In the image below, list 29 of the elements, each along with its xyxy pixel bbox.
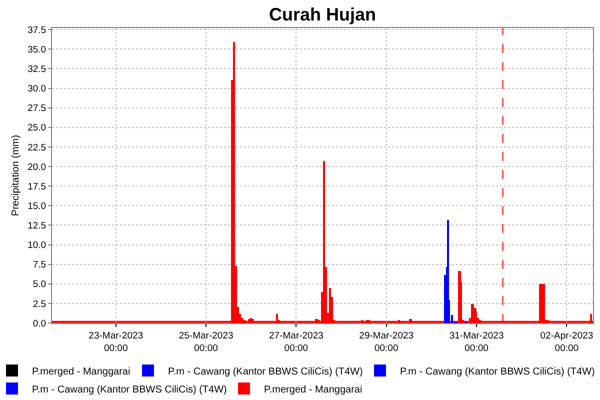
y-tick-label: 32.5 — [28, 64, 46, 76]
y-axis-title: Precipitation (mm) — [10, 134, 22, 216]
y-tick-label: 20.0 — [28, 162, 46, 173]
y-tick-label: 2.5 — [32, 298, 46, 310]
x-tick-label: 02-Apr-2023 00:00 — [540, 330, 594, 354]
y-tick-label: 15.0 — [28, 200, 46, 212]
x-tick-label: 27-Mar-2023 00:00 — [269, 330, 324, 354]
y-tick-label: 12.5 — [28, 220, 46, 232]
y-tick-label: 17.5 — [28, 181, 46, 192]
y-tick-label: 10.0 — [28, 240, 46, 252]
y-tick-label: 27.5 — [28, 103, 46, 114]
x-tick-label: 25-Mar-2023 00:00 — [178, 330, 234, 354]
y-tick-label: 30.0 — [28, 84, 46, 95]
y-tick-label: 35.0 — [28, 44, 46, 56]
y-tick-label: 7.5 — [32, 260, 46, 271]
x-tick-label: 29-Mar-2023 00:00 — [359, 330, 414, 354]
y-tick-label: 25.0 — [28, 122, 46, 134]
y-tick-label: 37.5 — [28, 24, 46, 36]
chart-title: Curah Hujan — [268, 4, 376, 24]
x-tick-label: 31-Mar-2023 00:00 — [449, 330, 504, 354]
legend-label: P.m - Cawang (Kantor BBWS CiliCis) (T4W) — [168, 366, 363, 378]
y-tick-label: 22.5 — [28, 142, 46, 154]
legend-label: P.m - Cawang (Kantor BBWS CiliCis) (T4W) — [400, 366, 595, 378]
legend-label: P.merged - Manggarai — [32, 366, 130, 378]
x-tick-label: 23-Mar-2023 00:00 — [88, 330, 144, 354]
legend-label: P.m - Cawang (Kantor BBWS CiliCis) (T4W) — [32, 384, 227, 396]
legend-label: P.merged - Manggarai — [264, 384, 362, 396]
y-tick-label: 0.0 — [32, 318, 46, 330]
y-tick-label: 5.0 — [32, 279, 46, 290]
